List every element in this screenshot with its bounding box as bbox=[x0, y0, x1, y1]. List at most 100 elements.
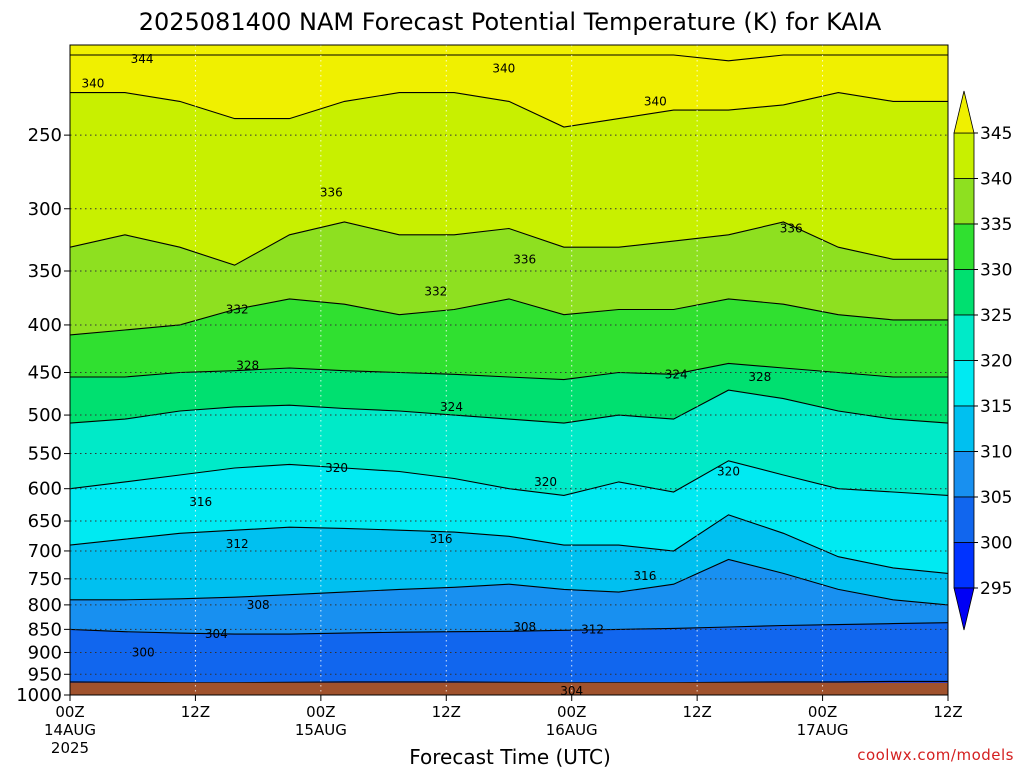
contour-label-336: 336 bbox=[780, 221, 803, 235]
contour-label-316: 316 bbox=[633, 569, 656, 583]
y-tick-label-850: 850 bbox=[28, 619, 62, 640]
colorbar: 345 340 335 330 325 320 315 310 305 300 295 bbox=[953, 90, 1012, 631]
colorbar-label-325: 325 bbox=[980, 306, 1012, 326]
colorbar-swatch-0 bbox=[953, 132, 975, 179]
y-tick-label-550: 550 bbox=[28, 444, 62, 465]
contour-label-304: 304 bbox=[205, 627, 228, 641]
isotherm-332 bbox=[70, 298, 948, 336]
ground-fill bbox=[70, 682, 948, 695]
y-tick-label-500: 500 bbox=[28, 405, 62, 426]
contour-label-340: 340 bbox=[644, 94, 667, 108]
y-axis: 2503003504004505005506006507007508008509… bbox=[16, 125, 70, 706]
x-tick-label-24: 00Z bbox=[306, 703, 335, 721]
x-tick-label-84: 12Z bbox=[933, 703, 962, 721]
contour-label-324: 324 bbox=[665, 367, 688, 381]
contour-label-312: 312 bbox=[581, 622, 604, 636]
y-tick-label-900: 900 bbox=[28, 642, 62, 663]
colorbar-label-330: 330 bbox=[980, 261, 1012, 281]
y-tick-label-450: 450 bbox=[28, 363, 62, 384]
isotherm-336 bbox=[70, 221, 948, 266]
colorbar-label-315: 315 bbox=[980, 397, 1012, 417]
x-date-label-72: 17AUG bbox=[797, 721, 849, 739]
contour-label-328: 328 bbox=[748, 370, 771, 384]
grid-lines bbox=[69, 45, 949, 695]
contour-label-312: 312 bbox=[226, 537, 249, 551]
contour-label-336: 336 bbox=[513, 252, 536, 266]
contour-label-324: 324 bbox=[440, 400, 463, 414]
x-tick-label-0: 00Z bbox=[55, 703, 84, 721]
x-axis-label: Forecast Time (UTC) bbox=[409, 745, 611, 768]
theta-color-bands bbox=[70, 45, 948, 695]
x-tick-label-48: 00Z bbox=[557, 703, 586, 721]
isotherm-328 bbox=[70, 362, 948, 381]
colorbar-label-345: 345 bbox=[980, 124, 1012, 144]
contour-label-316: 316 bbox=[430, 532, 453, 546]
contour-label-340: 340 bbox=[492, 62, 515, 76]
x-date-label-0: 14AUG bbox=[44, 721, 96, 739]
colorbar-swatch-5 bbox=[953, 360, 975, 407]
contour-label-340: 340 bbox=[82, 76, 105, 90]
isotherm-316 bbox=[70, 514, 948, 574]
x-tick-label-72: 00Z bbox=[808, 703, 837, 721]
x-tick-label-60: 12Z bbox=[682, 703, 711, 721]
y-tick-label-800: 800 bbox=[28, 595, 62, 616]
y-tick-label-650: 650 bbox=[28, 511, 62, 532]
plot-frame bbox=[69, 44, 949, 696]
colorbar-swatch-3 bbox=[953, 269, 975, 316]
isotherm-324 bbox=[70, 389, 948, 424]
colorbar-swatch-9 bbox=[953, 542, 975, 589]
y-tick-label-350: 350 bbox=[28, 261, 62, 282]
colorbar-label-340: 340 bbox=[980, 170, 1012, 190]
colorbar-label-310: 310 bbox=[980, 443, 1012, 463]
contour-label-304: 304 bbox=[560, 684, 583, 698]
colorbar-label-320: 320 bbox=[980, 352, 1012, 372]
colorbar-top-arrow bbox=[953, 90, 975, 134]
isotherm-320 bbox=[70, 460, 948, 496]
colorbar-swatch-6 bbox=[953, 405, 975, 452]
contour-label-316: 316 bbox=[189, 495, 212, 509]
colorbar-label-295: 295 bbox=[980, 579, 1012, 599]
contour-label-320: 320 bbox=[325, 461, 348, 475]
theta-contour-lines bbox=[70, 54, 948, 684]
contour-label-332: 332 bbox=[226, 303, 249, 317]
x-tick-label-36: 12Z bbox=[432, 703, 461, 721]
contour-label-332: 332 bbox=[424, 284, 447, 298]
y-tick-label-250: 250 bbox=[28, 125, 62, 146]
y-tick-label-750: 750 bbox=[28, 569, 62, 590]
contour-label-308: 308 bbox=[247, 598, 270, 612]
contour-label-308: 308 bbox=[513, 620, 536, 634]
contour-label-336: 336 bbox=[320, 185, 343, 199]
y-tick-label-600: 600 bbox=[28, 479, 62, 500]
colorbar-label-305: 305 bbox=[980, 488, 1012, 508]
credit-text: coolwx.com/models bbox=[857, 746, 1014, 764]
y-tick-label-400: 400 bbox=[28, 315, 62, 336]
isotherm-344 bbox=[70, 54, 948, 62]
colorbar-swatch-7 bbox=[953, 451, 975, 498]
contour-label-300: 300 bbox=[132, 645, 155, 659]
contour-labels: 344 340 340 340 336 336 336 332 332 328 328 324 324 3… bbox=[82, 52, 803, 698]
x-date-label-48: 16AUG bbox=[546, 721, 598, 739]
ground-layer bbox=[70, 682, 948, 695]
x-year-label: 2025 bbox=[51, 739, 89, 757]
contour-label-344: 344 bbox=[131, 52, 154, 66]
colorbar-bottom-arrow bbox=[953, 587, 975, 631]
colorbar-label-335: 335 bbox=[980, 215, 1012, 235]
colorbar-swatch-1 bbox=[953, 178, 975, 225]
colorbar-label-300: 300 bbox=[980, 534, 1012, 554]
x-date-label-24: 15AUG bbox=[295, 721, 347, 739]
colorbar-swatch-2 bbox=[953, 223, 975, 270]
y-tick-label-950: 950 bbox=[28, 664, 62, 685]
colorbar-swatch-4 bbox=[953, 314, 975, 361]
contour-label-320: 320 bbox=[717, 465, 740, 479]
chart-title: 2025081400 NAM Forecast Potential Temper… bbox=[139, 8, 882, 36]
isotherm-312 bbox=[70, 558, 948, 606]
isotherm-340 bbox=[70, 92, 948, 128]
isotherm-308 bbox=[70, 622, 948, 635]
y-tick-label-1000: 1000 bbox=[16, 685, 62, 706]
y-tick-label-700: 700 bbox=[28, 541, 62, 562]
x-tick-label-12: 12Z bbox=[181, 703, 210, 721]
colorbar-swatch-8 bbox=[953, 496, 975, 543]
contour-label-320: 320 bbox=[534, 475, 557, 489]
